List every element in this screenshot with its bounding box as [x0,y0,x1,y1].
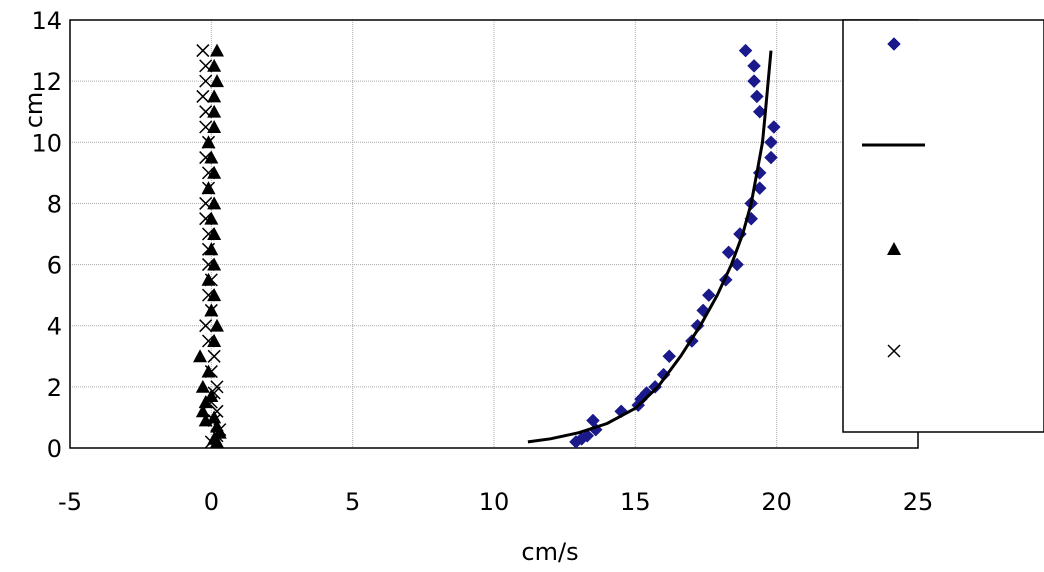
y-tick-label: 8 [47,190,62,218]
data-point-cross [210,404,224,418]
data-point-cross [204,303,218,317]
data-point-triangle [207,104,222,118]
x-tick-label: 10 [479,488,510,516]
data-point-diamond [750,89,764,104]
x-tick-label: 15 [620,488,651,516]
data-point-cross [201,135,216,149]
data-point-cross [204,365,218,379]
data-point-diamond [747,74,761,88]
data-point-cross [199,319,213,333]
x-tick-label: 5 [345,488,360,516]
data-point-triangle [207,120,222,133]
data-point-cross [213,423,227,437]
data-point-triangle [207,410,222,424]
y-tick-label: 14 [31,7,62,35]
data-point-cross [196,44,210,58]
x-axis-title: cm/s [521,538,578,566]
data-point-cross [199,212,213,226]
data-point-cross [201,181,216,195]
y-tick-label: 6 [47,252,62,280]
legend-diamond-swatch [887,37,901,51]
data-point-triangle [209,318,224,332]
series-line [527,50,773,444]
data-point-cross [199,74,213,88]
gridlines [70,20,918,448]
tick-labels: -5 0 5 10 15 20 25 0 2 4 6 8 10 12 14 [31,7,933,516]
legend-box [842,19,1044,433]
data-point-diamond [662,349,677,364]
data-point-diamond [764,135,778,150]
y-axis-title: cm [20,92,48,129]
y-tick-label: 10 [31,129,62,157]
data-point-diamond [766,120,781,134]
data-point-triangle [207,89,222,103]
data-point-triangle [207,196,222,210]
data-point-diamond [747,59,761,73]
data-point-cross [199,59,213,73]
data-point-diamond [721,245,736,260]
data-point-cross [199,196,213,210]
x-tick-label: -5 [58,488,82,516]
y-tick-label: 4 [47,313,62,341]
data-point-cross [207,413,221,428]
data-point-cross [210,380,224,394]
legend-triangle-swatch [887,242,901,255]
data-point-cross [204,395,218,409]
data-point-cross [201,334,216,348]
data-point-diamond [738,43,753,58]
data-point-cross [199,120,213,134]
data-point-diamond [752,104,767,119]
data-point-cross [204,273,218,287]
data-point-triangle [195,379,210,393]
data-point-triangle [193,349,208,363]
data-point-cross [207,349,221,363]
x-tick-label: 20 [761,488,792,516]
x-tick-label: 0 [204,488,219,516]
legend-cross-swatch [887,344,901,358]
x-tick-label: 25 [903,488,934,516]
data-layer [193,43,781,449]
data-point-diamond [764,150,778,165]
data-point-cross [201,288,216,302]
legend [842,19,1044,433]
data-point-cross [199,151,213,165]
data-point-cross [201,166,216,180]
data-point-triangle [204,242,219,256]
data-point-diamond [701,288,716,302]
data-point-cross [201,242,216,256]
y-tick-label: 2 [47,374,62,402]
data-point-triangle [209,43,224,57]
data-point-cross [196,89,210,103]
data-point-triangle [207,58,222,72]
data-point-triangle [195,404,210,418]
data-point-triangle [201,364,216,378]
data-point-cross [201,258,216,272]
data-point-triangle [201,272,216,286]
y-tick-label: 0 [47,435,62,463]
data-point-cross [201,227,216,241]
data-point-triangle [209,74,224,88]
data-point-cross [199,105,213,119]
y-tick-label: 12 [31,68,62,96]
